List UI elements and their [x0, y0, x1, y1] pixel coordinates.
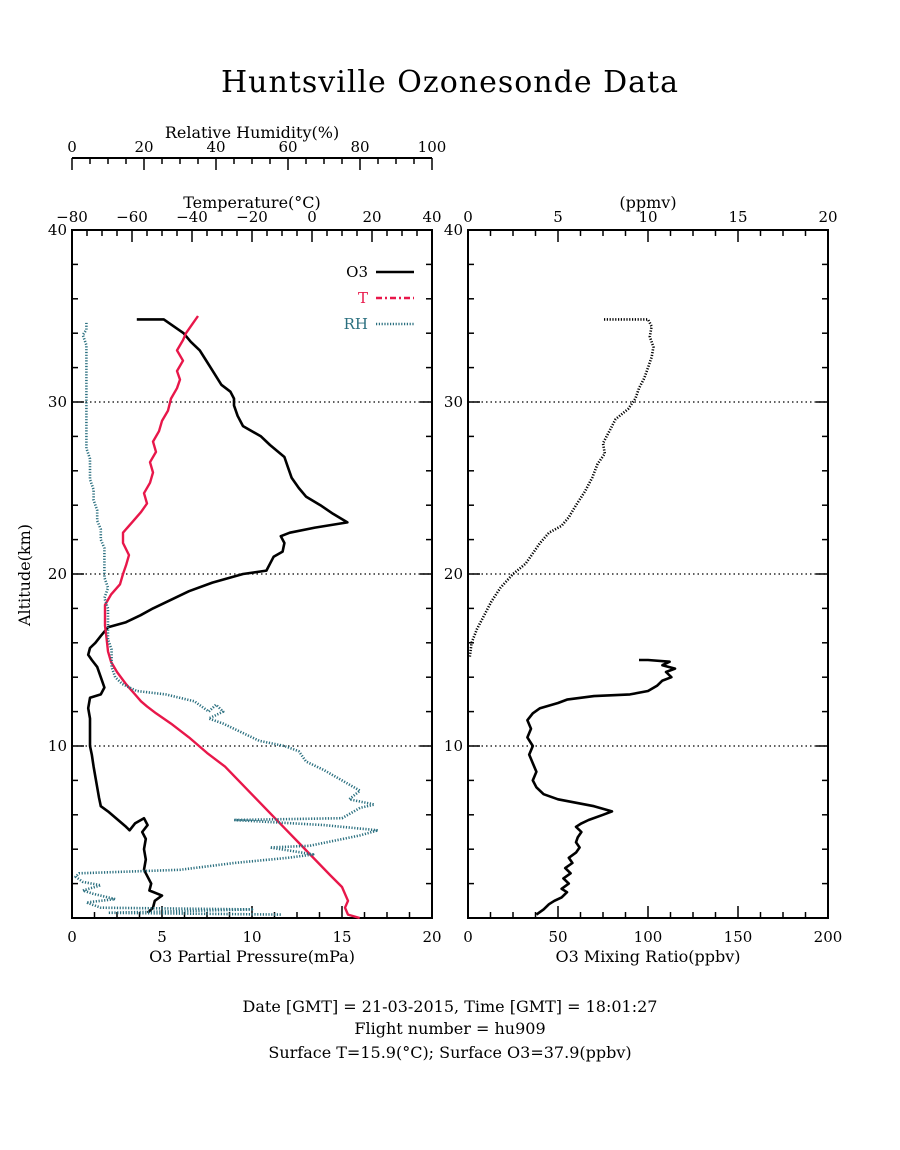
- o3-mixing-tick-label: 100: [634, 928, 663, 946]
- footer-flight-number: Flight number = hu909: [354, 1019, 545, 1038]
- left-panel: 0 5 10 15 20 −80 −60 −40 −20 0 20 40 0 20 40 60 80 100 10 2…: [15, 123, 446, 966]
- o3-partial-pressure-line: [86, 318, 349, 914]
- o3-pressure-tick-label: 15: [332, 928, 351, 946]
- altitude-axis-label: Altitude(km): [15, 524, 34, 627]
- o3-mixing-ratio-axis-label: O3 Mixing Ratio(ppbv): [555, 947, 740, 966]
- ppmv-tick-label: 5: [553, 208, 563, 226]
- left-series-group: [74, 315, 380, 920]
- left-axis-ticks: 0 5 10 15 20 −80 −60 −40 −20 0 20 40 0 20 40 60 80 100 10 2…: [48, 138, 446, 946]
- humidity-tick-label: 40: [206, 138, 225, 156]
- temperature-tick-label: −20: [236, 208, 268, 226]
- o3-mixing-ratio-ppbv-line: [526, 658, 677, 916]
- temperature-line: [103, 315, 361, 920]
- altitude-tick-label: 40: [444, 221, 463, 239]
- right-gridlines: [468, 401, 828, 747]
- humidity-tick-label: 80: [350, 138, 369, 156]
- altitude-tick-label: 10: [48, 737, 67, 755]
- humidity-tick-label: 0: [67, 138, 77, 156]
- temperature-tick-label: −80: [56, 208, 88, 226]
- temperature-tick-label: −60: [116, 208, 148, 226]
- o3-mixing-tick-label: 150: [724, 928, 753, 946]
- humidity-tick-label: 60: [278, 138, 297, 156]
- ppmv-tick-label: 0: [463, 208, 473, 226]
- humidity-axis-label: Relative Humidity(%): [165, 123, 339, 142]
- altitude-tick-label: 10: [444, 737, 463, 755]
- temperature-tick-label: −40: [176, 208, 208, 226]
- footer-date-time: Date [GMT] = 21-03-2015, Time [GMT] = 18…: [243, 997, 658, 1016]
- temperature-axis-label: Temperature(°C): [183, 193, 321, 212]
- altitude-tick-label: 30: [48, 393, 67, 411]
- figure-title: Huntsville Ozonesonde Data: [221, 65, 679, 100]
- legend-label: O3: [346, 263, 368, 281]
- o3-mixing-tick-label: 200: [814, 928, 843, 946]
- o3-mixing-tick-label: 0: [463, 928, 473, 946]
- temperature-tick-label: 40: [422, 208, 441, 226]
- o3-pressure-tick-label: 20: [422, 928, 441, 946]
- temperature-tick-label: 0: [307, 208, 317, 226]
- o3-pressure-tick-label: 5: [157, 928, 167, 946]
- altitude-tick-label: 20: [48, 565, 67, 583]
- altitude-tick-label: 20: [444, 565, 463, 583]
- right-series-group: [468, 318, 677, 916]
- ppmv-tick-label: 10: [638, 208, 657, 226]
- footer-surface-values: Surface T=15.9(°C); Surface O3=37.9(ppbv…: [268, 1043, 631, 1062]
- humidity-tick-label: 20: [134, 138, 153, 156]
- altitude-tick-label: 30: [444, 393, 463, 411]
- o3-mixing-ratio-ppmv-line: [468, 318, 655, 657]
- ppmv-tick-label: 15: [728, 208, 747, 226]
- legend-label: RH: [344, 315, 368, 333]
- ppmv-axis-label: (ppmv): [619, 193, 676, 212]
- o3-mixing-tick-label: 50: [548, 928, 567, 946]
- right-panel: 0 50 100 150 200 0 5 10 15 20 10 20 30 40 (ppmv) O3 M…: [444, 193, 842, 966]
- relative-humidity-line: [74, 321, 380, 916]
- ppmv-tick-label: 20: [818, 208, 837, 226]
- legend-label: T: [358, 289, 368, 307]
- left-legend: O3 T RH: [344, 263, 414, 333]
- altitude-tick-label: 40: [48, 221, 67, 239]
- o3-partial-pressure-axis-label: O3 Partial Pressure(mPa): [149, 947, 355, 966]
- temperature-tick-label: 20: [362, 208, 381, 226]
- o3-pressure-tick-label: 10: [242, 928, 261, 946]
- right-axis-ticks: 0 50 100 150 200 0 5 10 15 20 10 20 30 40: [444, 208, 842, 946]
- humidity-tick-label: 100: [418, 138, 447, 156]
- o3-pressure-tick-label: 0: [67, 928, 77, 946]
